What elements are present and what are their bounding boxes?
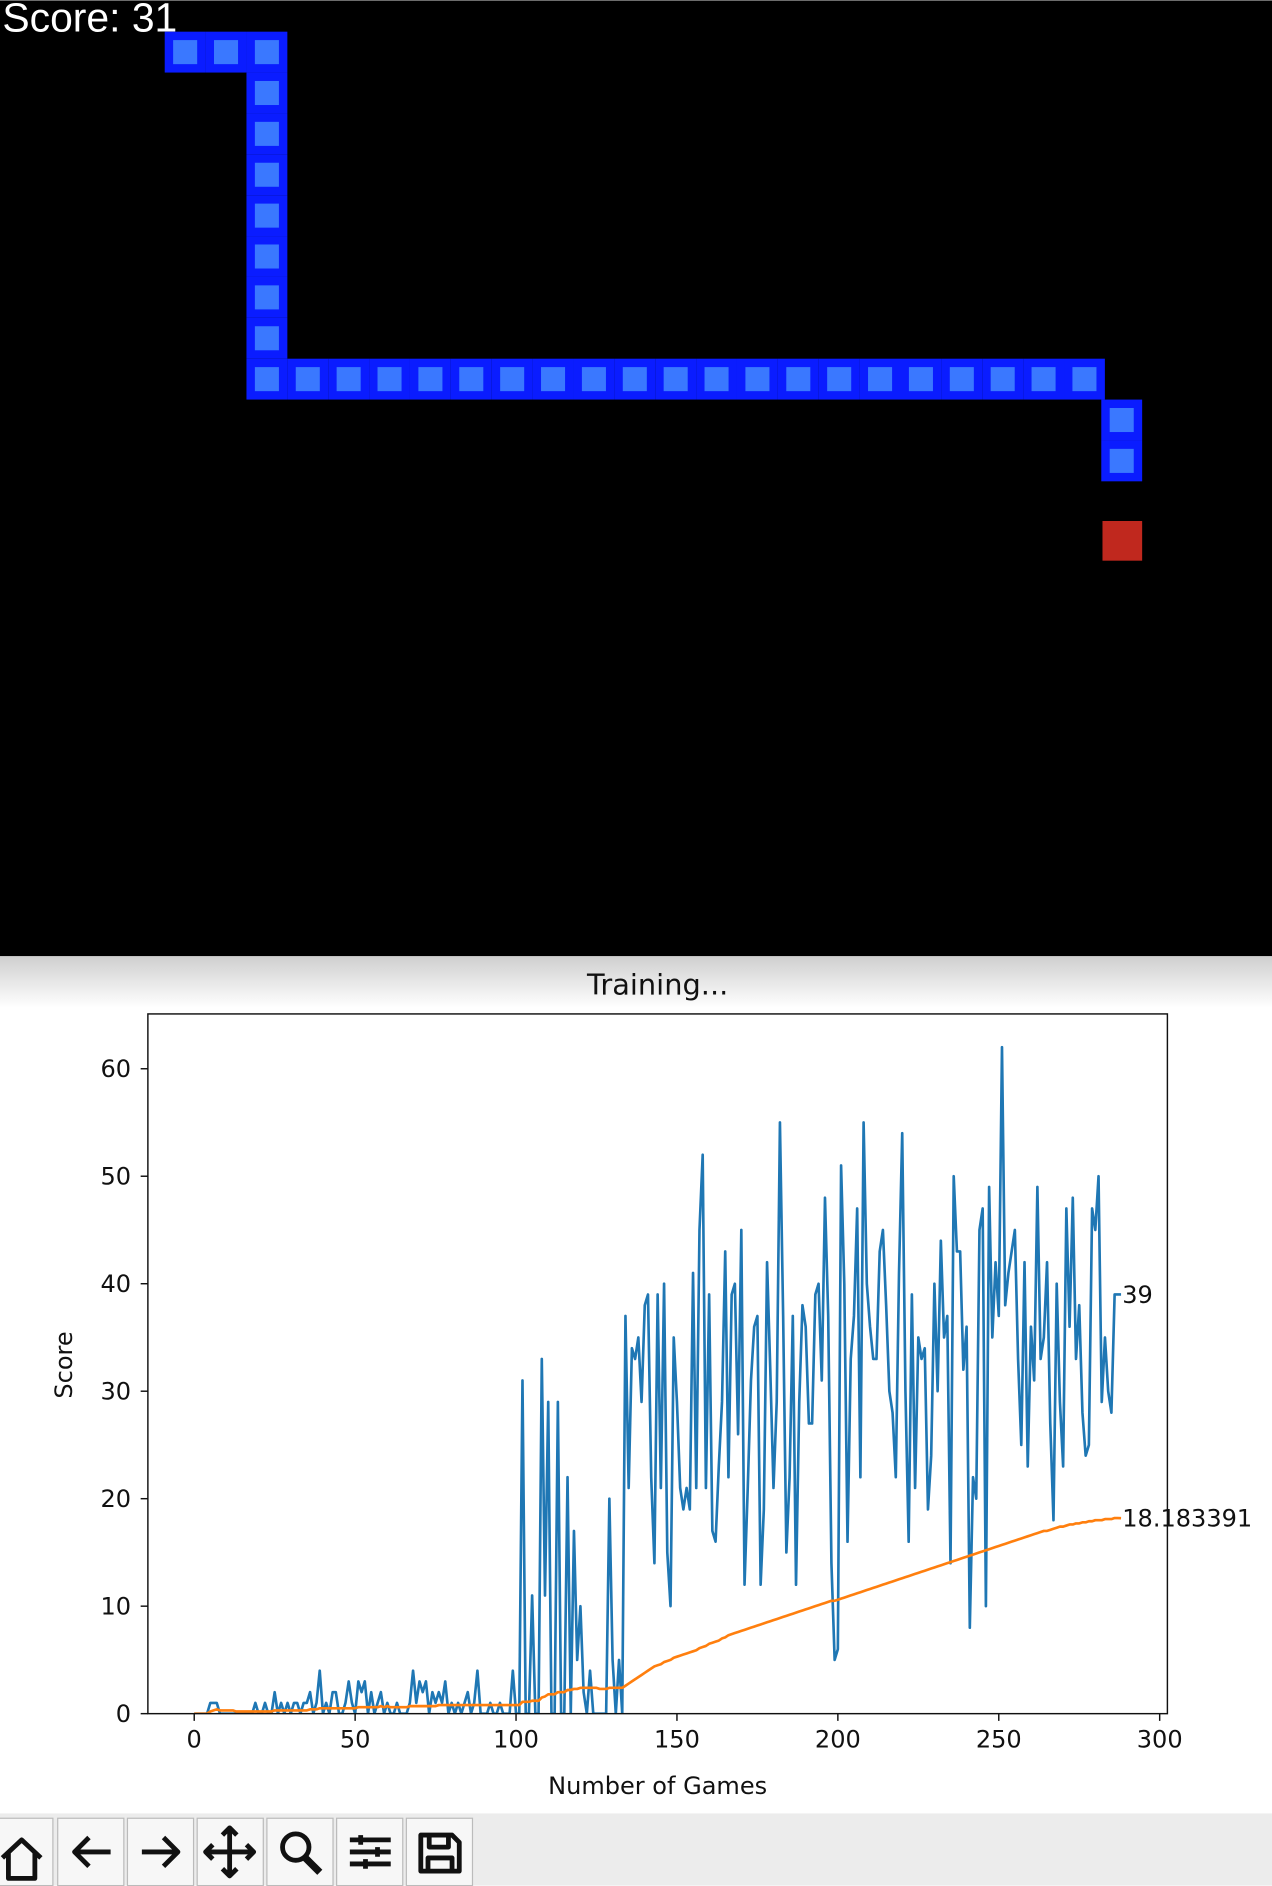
snake-segment-inner (459, 367, 484, 392)
y-tick-label: 0 (116, 1700, 131, 1728)
snake-segment-inner (254, 203, 279, 228)
snake-segment-inner (377, 367, 402, 392)
snake-segment-inner (663, 367, 688, 392)
x-tick-label: 100 (493, 1725, 539, 1753)
y-axis-label: Score (50, 1331, 78, 1398)
x-tick-label: 300 (1137, 1725, 1183, 1753)
x-tick-label: 150 (654, 1725, 700, 1753)
plot-frame (147, 1013, 1169, 1715)
x-tick-label: 0 (187, 1725, 202, 1753)
pan-icon (203, 1825, 257, 1879)
x-tick-label: 250 (976, 1725, 1022, 1753)
game-board (0, 0, 1272, 957)
snake-segment-inner (336, 367, 361, 392)
snake-segment-inner (295, 367, 320, 392)
y-tick-label: 60 (100, 1055, 131, 1083)
snake-segment-inner (1109, 448, 1134, 473)
end-label: 39 (1122, 1281, 1153, 1309)
configure-icon (349, 1835, 391, 1869)
snake-segment-inner (908, 367, 933, 392)
y-tick-label: 30 (100, 1378, 131, 1406)
snake-segment-inner (1109, 407, 1134, 433)
series-line (194, 1045, 1122, 1714)
snake-segment-inner (581, 367, 606, 392)
y-tick-label: 20 (100, 1485, 131, 1513)
snake-segment-inner (949, 367, 974, 392)
snake-segment-inner (254, 121, 279, 146)
save-button[interactable] (405, 1817, 474, 1886)
forward-icon (141, 1835, 181, 1869)
x-axis-label: Number of Games (548, 1772, 767, 1800)
snake-segment-inner (254, 326, 279, 351)
save-icon (418, 1832, 462, 1874)
snake (164, 31, 1143, 482)
snake-segment-inner (254, 80, 279, 106)
y-tick-label: 10 (100, 1593, 131, 1621)
snake-segment-inner (990, 367, 1015, 392)
axes: Training... Number of Games Score 0 50 100… (50, 967, 1252, 1800)
snake-segment-inner (1031, 367, 1056, 392)
snake-segment-inner (827, 367, 852, 392)
zoom-button[interactable] (266, 1817, 334, 1886)
snake-segment-inner (173, 40, 198, 65)
zoom-handle (302, 1855, 323, 1875)
snake-segment-inner (214, 40, 239, 65)
snake-segment-inner (254, 367, 279, 392)
series-line (194, 1516, 1122, 1714)
snake-segment-inner (704, 367, 729, 392)
home-icon (0, 1837, 43, 1881)
y-tick-label: 50 (100, 1163, 131, 1191)
snake-segment-inner (622, 367, 647, 392)
toolbar (0, 1813, 1272, 1886)
end-label: 18.183391 (1122, 1505, 1252, 1533)
snake-segment-inner (500, 367, 525, 392)
x-tick-label: 200 (815, 1725, 861, 1753)
score-text: Score: 31 (2, 0, 177, 41)
food (1102, 521, 1143, 561)
snake-segment-inner (786, 367, 811, 392)
snake-segment-inner (254, 285, 279, 310)
snake-segment-inner (254, 244, 279, 269)
chart-title: Training... (586, 967, 728, 1001)
x-tick-label: 50 (340, 1725, 371, 1753)
snake-segment-inner (868, 367, 893, 392)
snake-segment-inner (254, 40, 279, 65)
y-tick-label: 40 (100, 1270, 131, 1298)
snake-segment-inner (254, 162, 279, 187)
snake-segment-inner (418, 367, 443, 392)
snake-segment-inner (1072, 367, 1097, 392)
zoom-icon (280, 1831, 312, 1863)
back-icon (72, 1835, 111, 1869)
snake-segment-inner (541, 367, 566, 392)
snake-segment-inner (745, 367, 770, 392)
